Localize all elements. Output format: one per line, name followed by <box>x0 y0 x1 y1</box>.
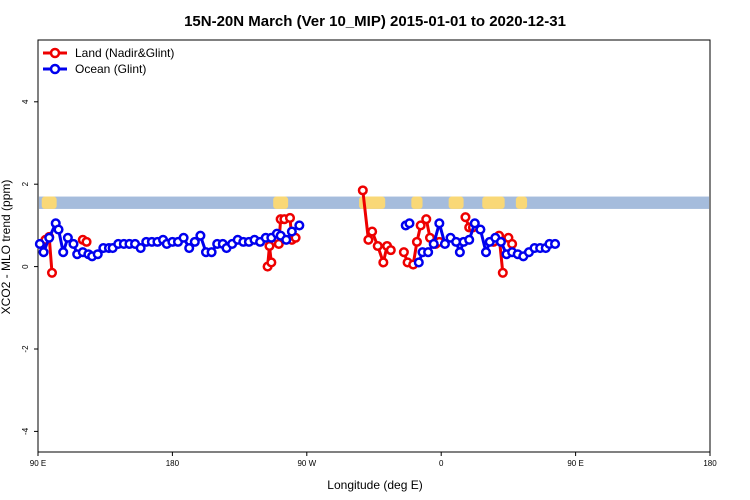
legend-marker-ocean <box>49 63 61 75</box>
data-point-ocean <box>454 247 465 258</box>
data-point-ocean <box>178 232 189 243</box>
data-point-ocean <box>281 234 292 245</box>
data-point-ocean <box>286 226 297 237</box>
data-point-ocean <box>434 218 445 229</box>
data-point-land <box>372 240 383 252</box>
data-point-ocean <box>68 238 79 249</box>
data-point-ocean <box>439 238 450 249</box>
axis-ticks: 90 E 180 90 W 0 90 E 180 -4 -2 0 2 4 <box>21 99 717 468</box>
data-point-ocean <box>464 234 475 245</box>
data-point-land <box>421 214 432 225</box>
map-band-land <box>482 196 505 209</box>
data-point-ocean <box>428 238 439 249</box>
data-point-land <box>81 236 92 247</box>
legend-label-land: Land (Nadir&Glint) <box>75 46 174 60</box>
map-band-land <box>273 196 289 209</box>
data-point-ocean <box>469 218 480 229</box>
map-band-land <box>448 196 464 209</box>
chart-title: 15N-20N March (Ver 10_MIP) 2015-01-01 to… <box>184 13 566 30</box>
data-point-ocean <box>480 247 492 258</box>
data-point-ocean <box>53 224 64 235</box>
legend-marker-land <box>49 47 61 59</box>
x-tick-label: 90 E <box>567 459 583 468</box>
series-ocean <box>34 218 561 268</box>
data-point-land <box>266 257 277 268</box>
y-tick-label: 0 <box>21 264 30 269</box>
world-map-band <box>39 196 709 209</box>
data-point-ocean <box>135 243 146 254</box>
map-band-land <box>515 196 528 209</box>
data-point-land <box>497 267 508 278</box>
legend: Land (Nadir&Glint) Ocean (Glint) <box>43 46 174 76</box>
x-tick-label: 90 E <box>30 459 46 468</box>
data-point-ocean <box>404 218 415 229</box>
data-point-ocean <box>189 236 200 247</box>
legend-label-ocean: Ocean (Glint) <box>75 62 146 76</box>
data-point-ocean <box>195 230 206 241</box>
x-tick-label: 180 <box>166 459 180 468</box>
data-point-ocean <box>58 247 69 258</box>
data-point-ocean <box>294 220 305 231</box>
data-point-land <box>507 238 518 249</box>
data-point-land <box>264 240 275 252</box>
data-point-ocean <box>62 232 73 243</box>
data-point-ocean <box>184 243 195 254</box>
data-point-land <box>460 212 471 223</box>
data-point-land <box>46 267 58 278</box>
x-tick-label: 90 W <box>297 459 316 468</box>
data-point-ocean <box>423 247 434 258</box>
y-axis-label: XCO2 - MLO trend (ppm) <box>0 180 13 315</box>
data-point-land <box>363 234 374 245</box>
data-point-land <box>385 245 396 256</box>
data-point-ocean <box>92 249 103 260</box>
data-point-ocean <box>34 238 45 249</box>
data-point-land <box>415 220 426 231</box>
y-tick-label: 4 <box>21 99 30 104</box>
y-tick-label: 2 <box>21 181 30 186</box>
x-axis-label: Longitude (deg E) <box>327 478 422 492</box>
data-point-land <box>284 212 296 224</box>
data-point-land <box>357 185 368 196</box>
data-point-ocean <box>413 257 424 268</box>
data-point-land <box>398 247 409 258</box>
y-tick-label: -2 <box>21 345 30 353</box>
y-tick-label: -4 <box>21 427 30 435</box>
map-band-land <box>41 196 57 209</box>
series-layer <box>34 185 561 278</box>
data-point-land <box>411 236 422 247</box>
data-point-ocean <box>44 232 55 243</box>
map-band-land <box>411 196 423 209</box>
data-point-land <box>378 257 389 268</box>
data-point-ocean <box>475 224 486 235</box>
data-point-land <box>367 226 378 237</box>
data-point-ocean <box>206 247 217 258</box>
x-tick-label: 180 <box>703 459 717 468</box>
data-point-ocean <box>550 238 561 249</box>
x-tick-label: 0 <box>439 459 444 468</box>
data-point-ocean <box>495 236 506 247</box>
data-point-ocean <box>38 247 49 258</box>
